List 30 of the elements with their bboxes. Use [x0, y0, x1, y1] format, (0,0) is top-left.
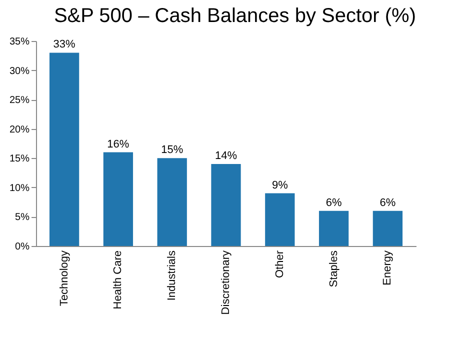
- y-tick-label: 15%: [9, 154, 30, 165]
- y-tick-label: 35%: [9, 36, 30, 48]
- x-tick-label: Staples: [328, 250, 340, 288]
- bar: [103, 152, 134, 246]
- data-label: 33%: [53, 38, 76, 51]
- data-label: 14%: [214, 150, 238, 162]
- bar: [211, 164, 241, 246]
- y-tick-label: 20%: [9, 124, 30, 136]
- x-tick-label: Energy: [382, 250, 394, 286]
- bar: [157, 158, 187, 246]
- data-label: 9%: [272, 179, 288, 192]
- y-tick-label: 5%: [15, 212, 30, 224]
- x-tick-label: Industrials: [166, 250, 178, 301]
- x-tick-label: Other: [274, 250, 286, 278]
- y-tick-label: 10%: [9, 182, 30, 194]
- y-tick-label: 30%: [9, 66, 30, 77]
- y-tick-label: 25%: [9, 95, 30, 106]
- bar: [372, 210, 403, 246]
- data-label: 6%: [380, 196, 396, 209]
- x-tick-label: Technology: [58, 250, 70, 306]
- y-tick-label: 0%: [15, 242, 30, 252]
- x-tick-label: Health Care: [112, 250, 124, 310]
- chart-title: S&P 500 – Cash Balances by Sector (%): [54, 5, 416, 27]
- bar: [318, 210, 349, 246]
- data-label: 6%: [326, 196, 342, 209]
- bar: [49, 52, 80, 246]
- bar: [265, 193, 295, 246]
- data-label: 15%: [161, 144, 184, 156]
- x-tick-label: Discretionary: [220, 250, 232, 315]
- data-label: 16%: [107, 138, 130, 150]
